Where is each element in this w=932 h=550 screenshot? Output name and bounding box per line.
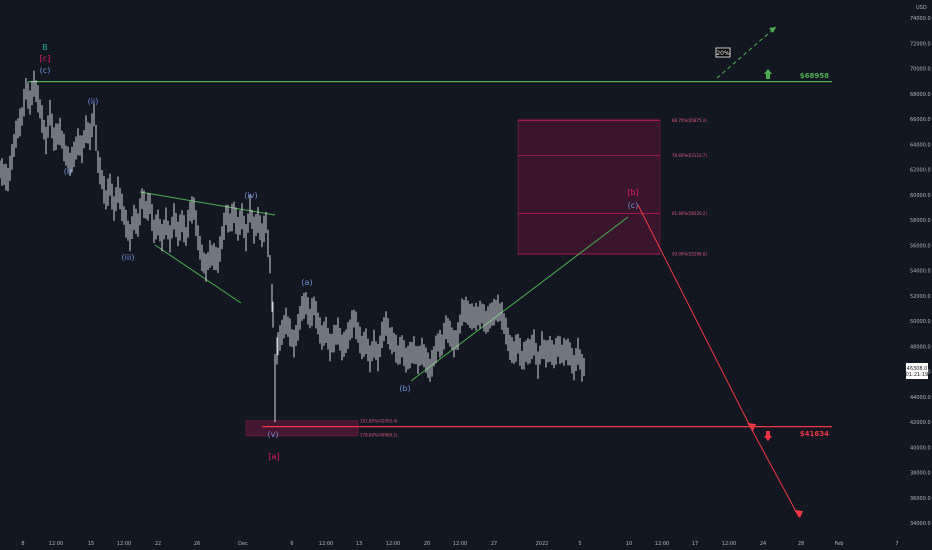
y-tick-label: 40000.0 [910, 445, 931, 451]
y-tick-label: 58000.0 [910, 218, 931, 224]
wave-label: (a) [301, 278, 312, 287]
wave-label: (c) [628, 201, 639, 210]
projection-down-line [637, 204, 800, 518]
current-price: 46308.0 [907, 366, 928, 372]
x-tick-label: Feb [835, 541, 844, 547]
y-tick-label: 62000.0 [910, 168, 931, 174]
y-tick-label: 42000.0 [910, 420, 931, 426]
zones-layer: 88.70%(65875.4) 78.60%(63110.7) 61.80%(585… [245, 118, 707, 438]
candles-layer [0, 70, 585, 422]
wedge-lower-line [154, 244, 242, 304]
y-tick-label: 64000.0 [910, 142, 931, 148]
target-zone-level-label: 78.60%(63110.7) [672, 153, 707, 158]
wave-label: [a] [268, 452, 279, 461]
y-tick-label: 52000.0 [910, 294, 931, 300]
wave-label: [b] [627, 188, 638, 197]
target-zone [517, 118, 661, 255]
x-tick-label: 12:00 [453, 541, 467, 547]
trend-line [410, 216, 629, 382]
current-price-box [906, 363, 928, 379]
target-zone-level-label: 61.80%(58520.2) [672, 211, 707, 216]
y-axis-unit: USD [916, 5, 927, 11]
y-tick-label: 60000.0 [910, 193, 931, 199]
wave-label: (i) [64, 167, 72, 176]
x-tick-label: 12:00 [655, 541, 669, 547]
percent-badge-box [715, 47, 731, 58]
labels-layer: B [c] (c) (i) (ii) (iii) (iv) (v) [a] (a) (b) [b] (c… [40, 43, 639, 461]
x-tick-label: 12:00 [319, 541, 333, 547]
x-tick-label: 12:00 [49, 541, 63, 547]
low-zone-level-label: 178.60%(40966.1) [360, 433, 398, 438]
projection-arrowhead [747, 423, 756, 431]
x-tick-label: 22 [155, 541, 161, 547]
x-axis[interactable]: 8 12:00 15 12:00 22 26 Dec 6 12:00 13 12:00 20 12:00… [21, 541, 898, 547]
y-tick-label: 50000.0 [910, 319, 931, 325]
x-tick-label: 13 [356, 541, 362, 547]
target-zone-level-label: 88.70%(65875.4) [672, 118, 707, 123]
y-tick-label: 36000.0 [910, 496, 931, 502]
wave-label: B [42, 43, 48, 52]
x-tick-label: 8 [21, 541, 24, 547]
y-tick-label: 34000.0 [910, 521, 931, 527]
x-tick-label: 17 [692, 541, 698, 547]
x-tick-label: 15 [88, 541, 94, 547]
resistance-level-label: $68958 [800, 72, 829, 80]
percent-badge: 20% [716, 50, 730, 57]
y-tick-label: 44000.0 [910, 395, 931, 401]
y-tick-label: 66000.0 [910, 117, 931, 123]
x-tick-label: 20 [424, 541, 430, 547]
y-tick-label: 38000.0 [910, 471, 931, 477]
countdown: 01:21:19 [906, 372, 928, 378]
drawing-lines-layer [28, 26, 832, 518]
x-tick-label: 27 [491, 541, 497, 547]
x-tick-label: 12:00 [722, 541, 736, 547]
wave-label: (iv) [244, 191, 257, 200]
x-tick-label: 26 [194, 541, 200, 547]
support-level-label: $41634 [800, 430, 829, 438]
y-tick-label: 70000.0 [910, 67, 931, 73]
low-zone [245, 420, 359, 437]
y-tick-label: 54000.0 [910, 269, 931, 275]
projection-arrowhead [769, 27, 776, 33]
wave-label: (c) [40, 66, 51, 75]
projection-dashed-line [716, 26, 777, 79]
x-tick-label: 6 [290, 541, 293, 547]
x-tick-label: 2022 [536, 541, 549, 547]
x-tick-label: 12:00 [117, 541, 131, 547]
y-tick-label: 48000.0 [910, 344, 931, 350]
y-tick-label: 72000.0 [910, 41, 931, 47]
y-tick-label: 74000.0 [910, 16, 931, 22]
low-zone-level-label: 161.80%(42093.4) [360, 418, 398, 423]
x-tick-label: 7 [895, 541, 898, 547]
down-arrow-icon [764, 431, 772, 441]
y-axis[interactable]: 34000.0 36000.0 38000.0 40000.0 42000.0 44000… [910, 16, 931, 527]
projection-arrowhead [794, 510, 803, 518]
wave-label: [c] [40, 54, 51, 63]
x-tick-label: 24 [760, 541, 766, 547]
x-tick-label: 10 [626, 541, 632, 547]
up-arrow-icon [764, 69, 772, 79]
target-zone-level-label: 50.00%(55296.0) [672, 252, 707, 257]
y-tick-label: 56000.0 [910, 243, 931, 249]
wave-label: (b) [399, 384, 410, 393]
wave-label: (v) [268, 430, 279, 439]
x-tick-label: Dec [238, 541, 248, 547]
x-tick-label: 12:00 [386, 541, 400, 547]
wave-label: (iii) [122, 253, 135, 262]
wave-label: (ii) [88, 97, 99, 106]
y-tick-label: 68000.0 [910, 92, 931, 98]
x-tick-label: 5 [578, 541, 581, 547]
x-tick-label: 28 [798, 541, 804, 547]
